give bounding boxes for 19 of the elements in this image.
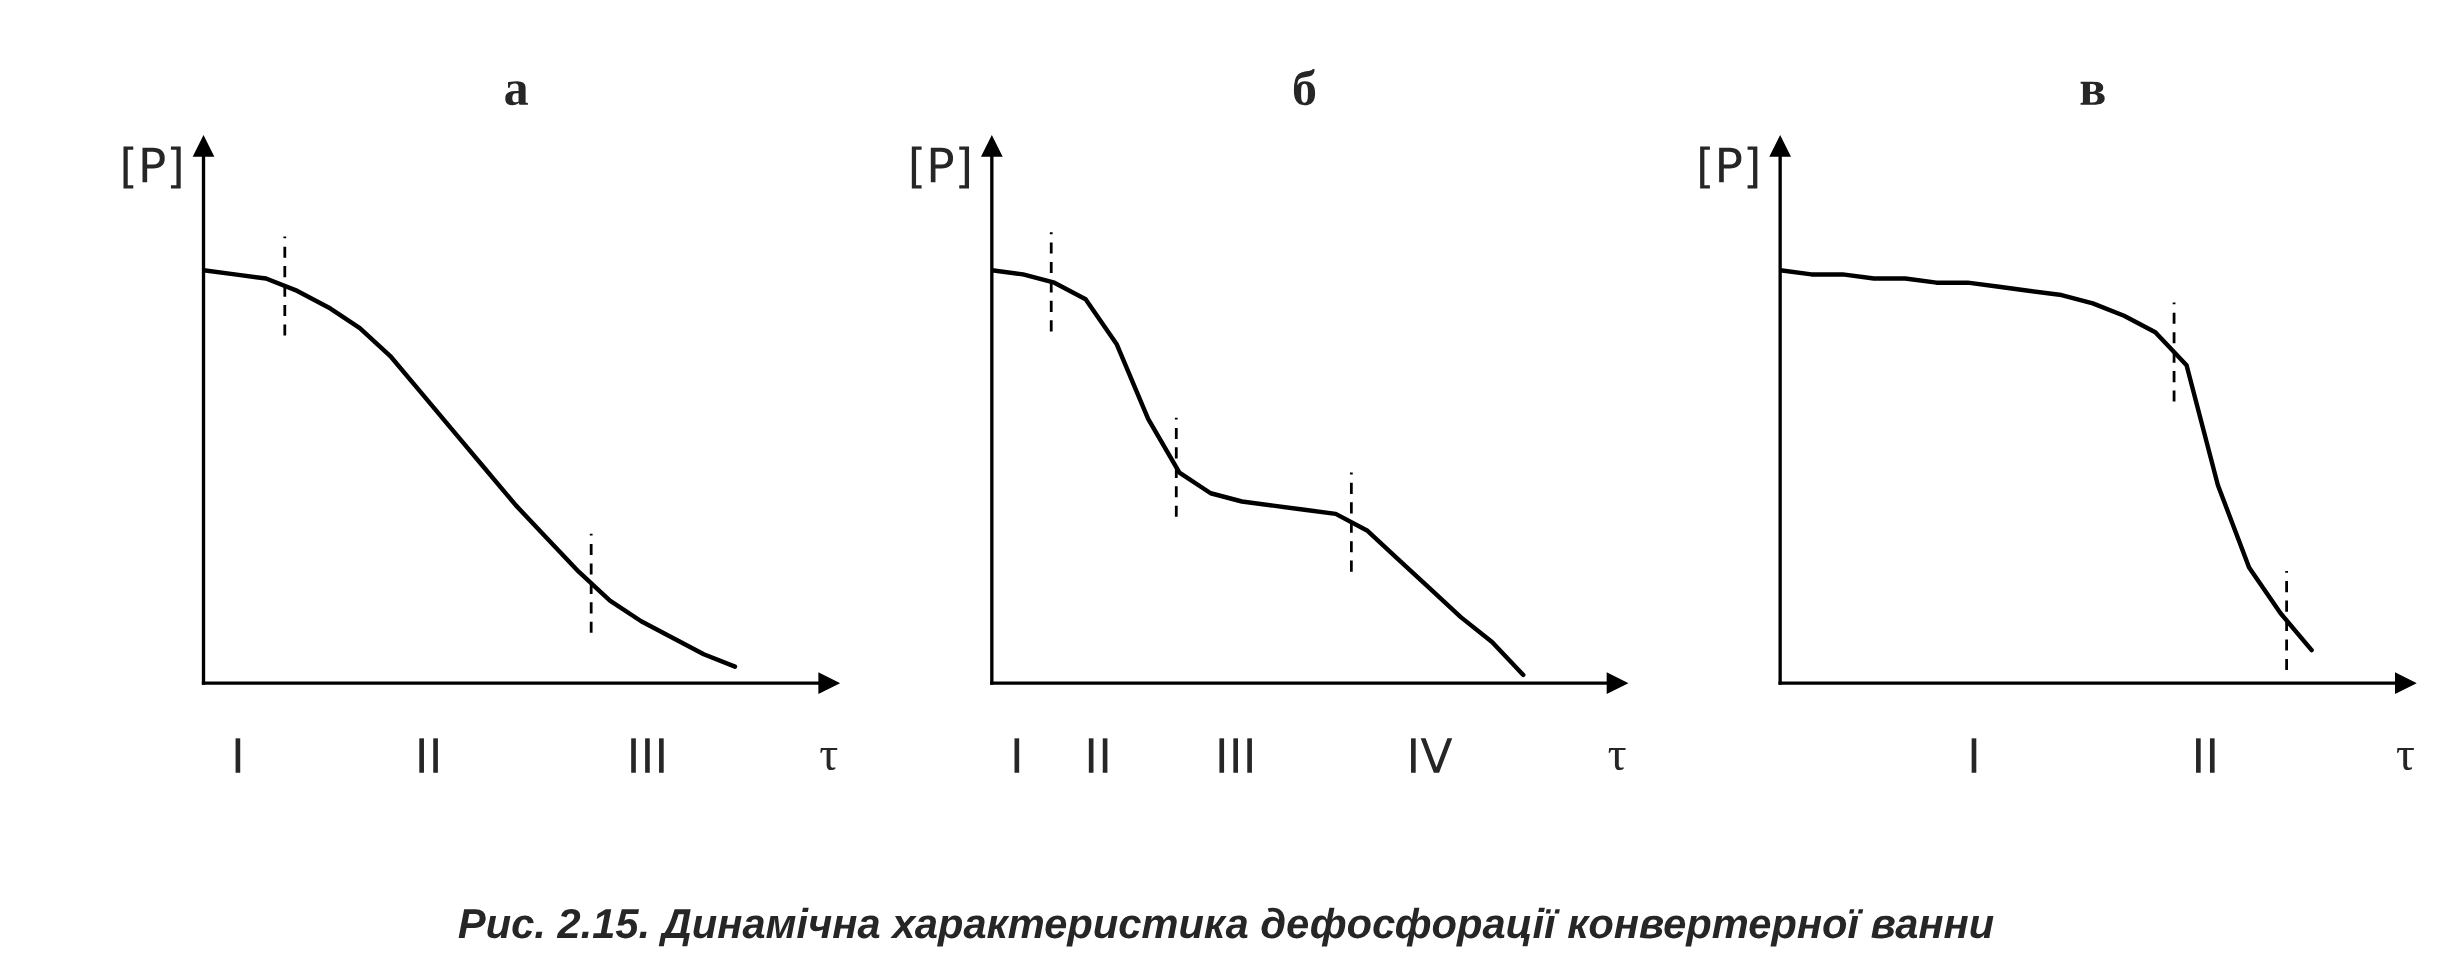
text: III xyxy=(1219,738,1252,773)
text: III xyxy=(631,738,664,773)
text: I xyxy=(235,738,241,773)
text: II xyxy=(1088,738,1108,773)
text: I xyxy=(1014,738,1020,773)
x-axis-title: τ xyxy=(2396,747,2414,771)
x-axis-title: τ xyxy=(1608,747,1626,771)
text: Рис. 2.15. Динамічна характеристика дефосфорації конвертерної ванни xyxy=(458,907,1994,947)
x-axis-title: τ xyxy=(820,747,838,771)
chart-title: в xyxy=(2080,81,2105,105)
text: IV xyxy=(1411,738,1453,773)
y-axis-title: [P] xyxy=(911,146,970,189)
text: II xyxy=(2196,738,2215,773)
text: II xyxy=(419,738,438,773)
chart-title: б xyxy=(1293,68,1316,106)
chart-title: а xyxy=(505,81,528,106)
y-axis-title: [P] xyxy=(123,146,181,189)
y-axis-title: [P] xyxy=(1700,146,1758,189)
text: I xyxy=(1971,738,1977,773)
